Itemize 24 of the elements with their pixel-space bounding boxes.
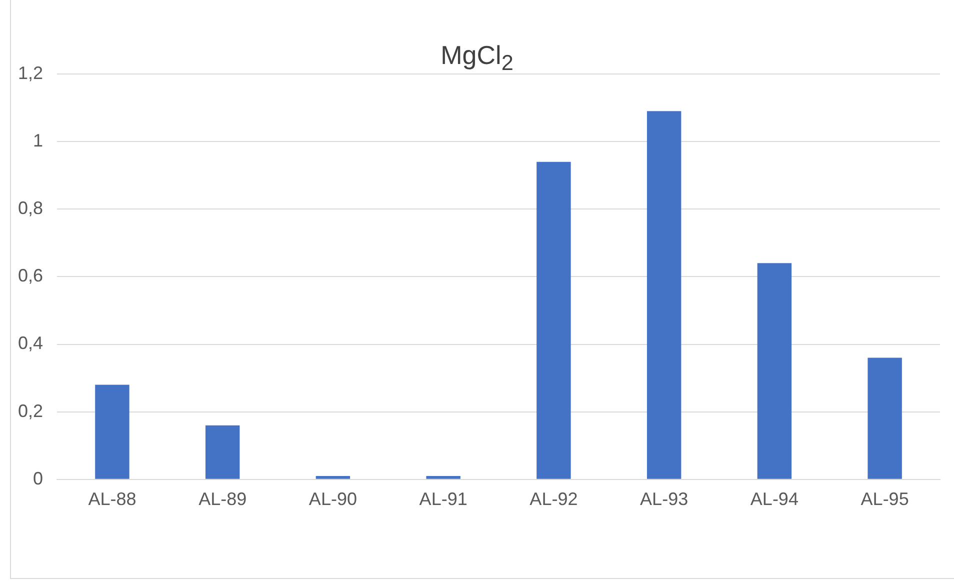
y-tick-label: 0,2 xyxy=(18,400,44,421)
bar xyxy=(536,162,571,479)
bar xyxy=(205,425,240,479)
bar xyxy=(757,263,792,479)
y-tick-label: 0,4 xyxy=(18,333,44,354)
y-tick-label: 0,8 xyxy=(18,198,44,218)
x-tick-label: AL-92 xyxy=(530,489,578,510)
chart-title: MgCl$_{2}$ xyxy=(440,40,514,76)
bar xyxy=(426,476,460,479)
x-tick-label: AL-91 xyxy=(419,489,468,510)
bar xyxy=(95,384,130,479)
x-tick-label: AL-90 xyxy=(308,489,357,510)
bar xyxy=(868,358,902,479)
x-tick-label: AL-93 xyxy=(640,489,688,510)
x-tick-label: AL-89 xyxy=(198,489,247,510)
y-tick-label: 0 xyxy=(33,468,44,488)
y-tick-label: 0,6 xyxy=(18,266,44,286)
y-tick-label: 1,2 xyxy=(18,62,44,83)
x-tick-label: AL-88 xyxy=(88,489,136,510)
bar xyxy=(646,111,682,479)
y-tick-label: 1 xyxy=(33,130,44,151)
bar xyxy=(316,476,350,479)
x-tick-label: AL-95 xyxy=(860,489,909,510)
x-tick-label: AL-94 xyxy=(750,489,798,510)
